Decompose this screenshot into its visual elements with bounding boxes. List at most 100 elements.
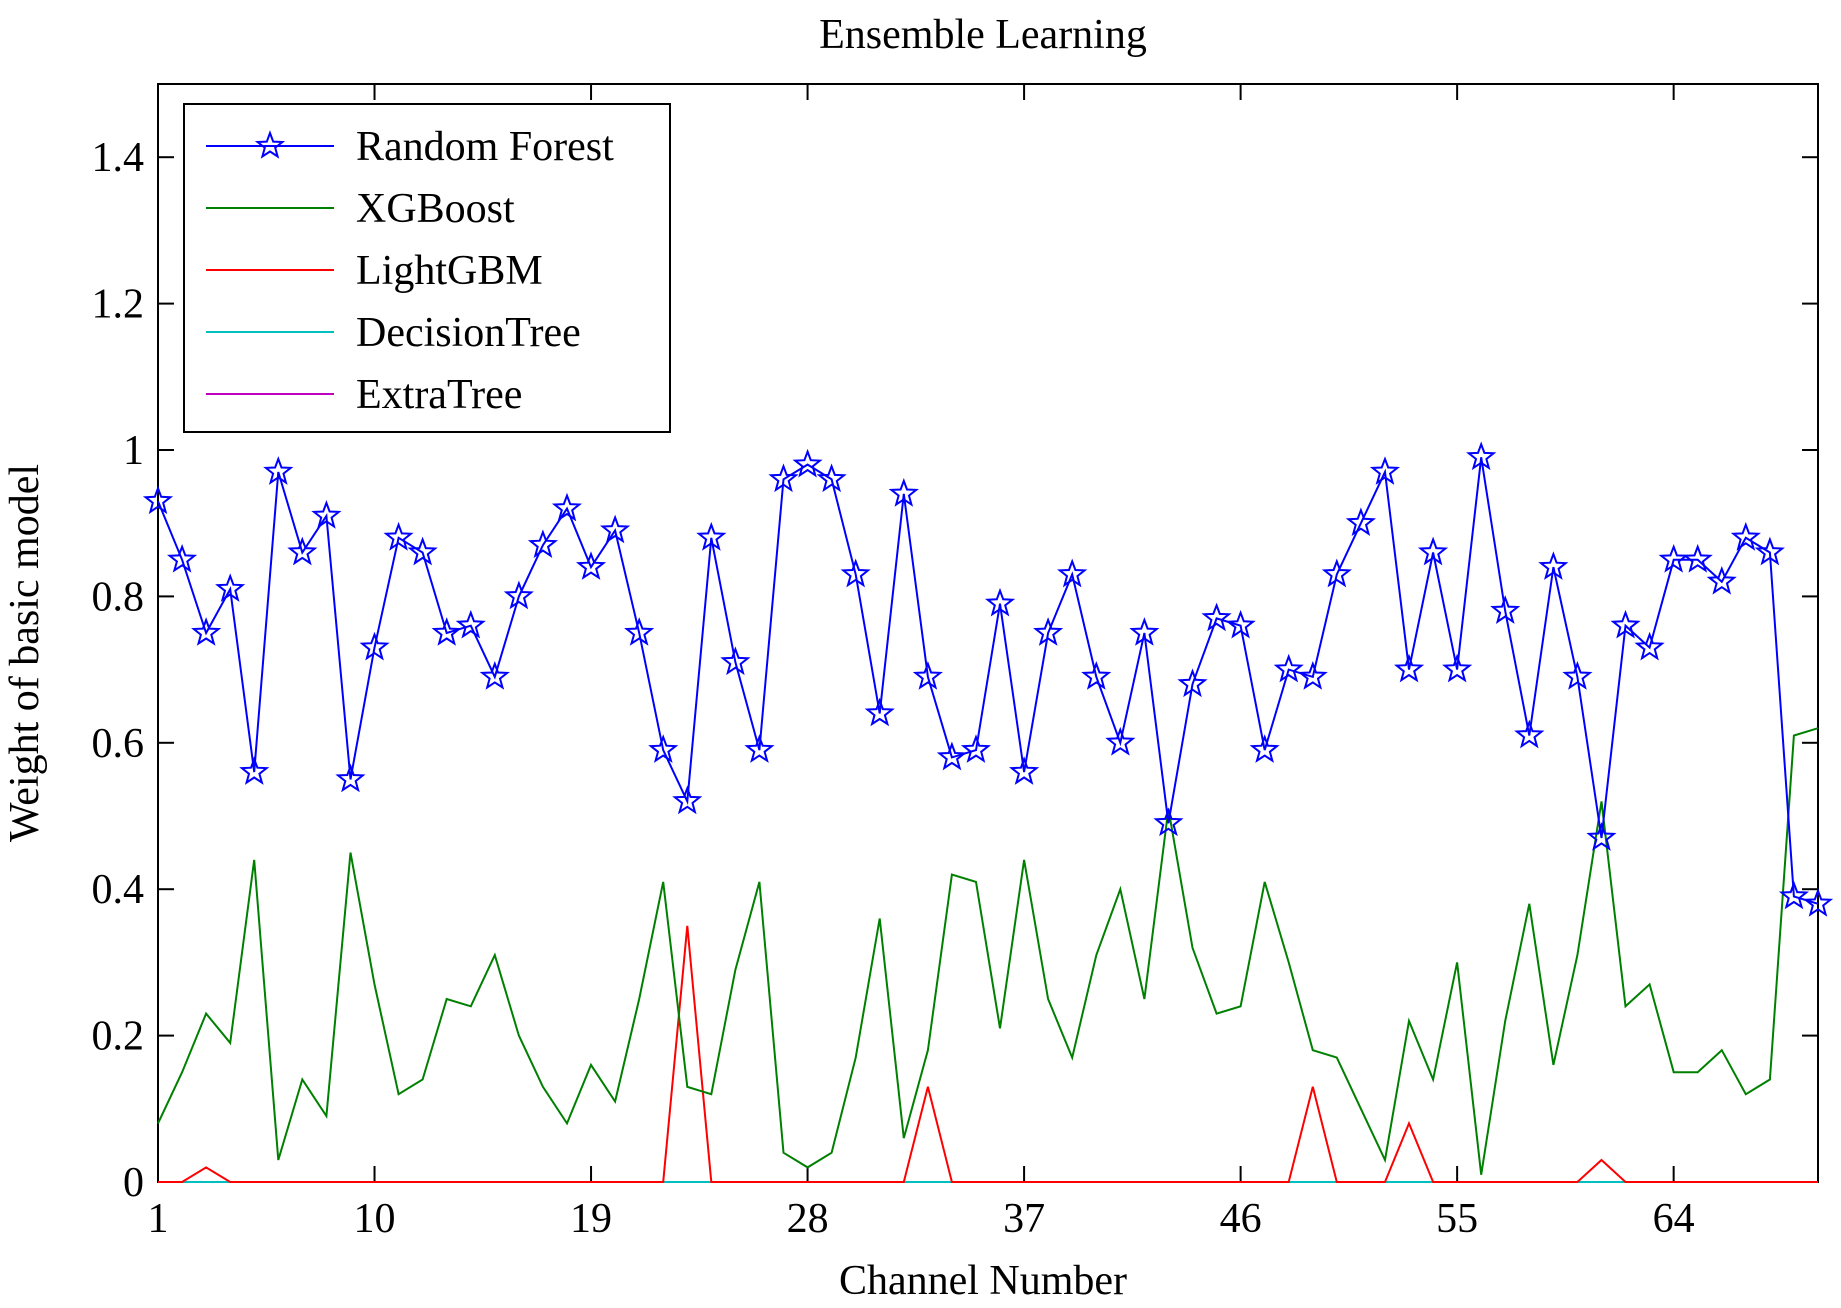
y-tick-label: 1.4 [92, 135, 145, 181]
data-point-random-forest [479, 661, 510, 690]
plot-area: 1 10 19 28 37 46 55 64 0 0.2 0.4 0.6 0.8 1 1.2 1.4 [92, 83, 1834, 1242]
data-point-random-forest [1417, 536, 1449, 566]
data-point-random-forest [1249, 734, 1280, 763]
legend: Random Forest XGBoost LightGBM DecisionTree… [183, 103, 671, 433]
data-point-random-forest [1634, 631, 1665, 661]
data-point-random-forest [1562, 661, 1593, 690]
data-point-random-forest [263, 456, 294, 485]
data-point-random-forest [696, 521, 727, 551]
data-point-random-forest [1008, 756, 1040, 785]
data-point-random-forest [335, 763, 366, 793]
x-axis-label: Channel Number [839, 1258, 1127, 1304]
x-tick-label: 46 [1220, 1196, 1262, 1242]
data-point-random-forest [575, 551, 607, 580]
data-point-random-forest [527, 529, 559, 559]
data-point-random-forest [1658, 543, 1689, 573]
series-line-xgboost [157, 727, 1819, 1175]
data-point-random-forest [1273, 653, 1304, 683]
data-point-random-forest [215, 573, 246, 602]
data-point-random-forest [1442, 653, 1473, 683]
legend-label-lightgbm: LightGBM [356, 248, 543, 294]
data-point-random-forest [431, 617, 462, 646]
data-point-random-forest [720, 646, 751, 676]
x-tick-label: 28 [787, 1196, 829, 1242]
data-point-random-forest [1105, 726, 1136, 756]
data-point-random-forest [1466, 441, 1497, 471]
data-point-random-forest [1514, 719, 1545, 749]
data-point-random-forest [359, 631, 390, 661]
data-point-random-forest [287, 536, 318, 566]
data-point-random-forest [816, 463, 847, 493]
data-point-random-forest [1490, 595, 1521, 624]
data-point-random-forest [936, 741, 968, 771]
data-point-random-forest [1225, 609, 1256, 639]
series-line-lightgbm [158, 925, 1818, 1183]
data-point-random-forest [1778, 880, 1810, 910]
legend-label-extratree: ExtraTree [356, 372, 522, 418]
x-tick-label: 1 [148, 1196, 169, 1242]
data-point-random-forest [985, 587, 1016, 617]
data-point-random-forest [1610, 609, 1641, 639]
data-point-random-forest [1586, 822, 1617, 851]
data-point-random-forest [768, 463, 799, 493]
x-tick-label: 55 [1436, 1196, 1478, 1242]
legend-box [183, 103, 671, 433]
legend-label-random-forest: Random Forest [356, 124, 614, 170]
y-tick-label: 0.4 [92, 867, 145, 913]
data-point-random-forest [1345, 507, 1377, 536]
data-point-random-forest [1538, 551, 1569, 580]
data-point-random-forest [1369, 456, 1401, 485]
data-point-random-forest [455, 609, 486, 639]
data-point-random-forest [1321, 558, 1352, 588]
data-point-random-forest [383, 521, 414, 551]
data-point-random-forest [864, 697, 895, 727]
chart-title: Ensemble Learning [819, 12, 1147, 58]
data-point-random-forest [1706, 565, 1737, 595]
data-point-random-forest [1297, 661, 1328, 690]
data-point-random-forest [1177, 668, 1208, 698]
data-point-random-forest [1730, 521, 1761, 551]
data-point-random-forest [1129, 617, 1160, 646]
data-point-random-forest [142, 485, 174, 515]
x-tick-label: 10 [354, 1196, 396, 1242]
series-line-random-forest [157, 457, 1819, 905]
y-tick-label: 1.2 [92, 282, 145, 328]
legend-label-decisiontree: DecisionTree [356, 310, 581, 356]
data-point-random-forest [1081, 661, 1112, 690]
data-point-random-forest [1201, 602, 1232, 632]
data-point-random-forest [599, 514, 631, 544]
x-tick-label: 64 [1653, 1196, 1695, 1242]
data-point-random-forest [1802, 887, 1834, 917]
data-point-random-forest [672, 785, 703, 815]
x-tick-label: 37 [1003, 1196, 1045, 1242]
y-axis-label: Weight of basic model [2, 464, 48, 842]
data-point-random-forest [1682, 543, 1713, 573]
data-point-random-forest [1153, 807, 1184, 837]
data-point-random-forest [624, 617, 655, 646]
data-point-random-forest [840, 558, 871, 588]
data-point-random-forest [888, 478, 919, 507]
y-tick-label: 0.6 [92, 721, 145, 767]
data-point-random-forest [1033, 617, 1064, 646]
y-tick-label: 1 [123, 428, 144, 474]
x-tick-label: 19 [570, 1196, 612, 1242]
data-point-random-forest [912, 661, 943, 690]
data-point-random-forest [551, 492, 582, 522]
y-tick-label: 0 [123, 1160, 144, 1206]
legend-marker-random-forest [254, 130, 286, 159]
data-point-random-forest [744, 734, 775, 763]
data-point-random-forest [166, 543, 198, 573]
data-point-random-forest [792, 448, 823, 478]
data-point-random-forest [239, 756, 270, 785]
data-point-random-forest [960, 734, 991, 763]
data-point-random-forest [191, 617, 222, 646]
data-point-random-forest [648, 734, 679, 763]
legend-label-xgboost: XGBoost [356, 186, 515, 232]
data-point-random-forest [1057, 558, 1088, 588]
y-tick-label: 0.8 [92, 574, 145, 620]
data-point-random-forest [311, 500, 342, 529]
data-point-random-forest [1754, 536, 1785, 566]
data-point-random-forest [503, 580, 534, 610]
data-point-random-forest [1394, 653, 1425, 683]
